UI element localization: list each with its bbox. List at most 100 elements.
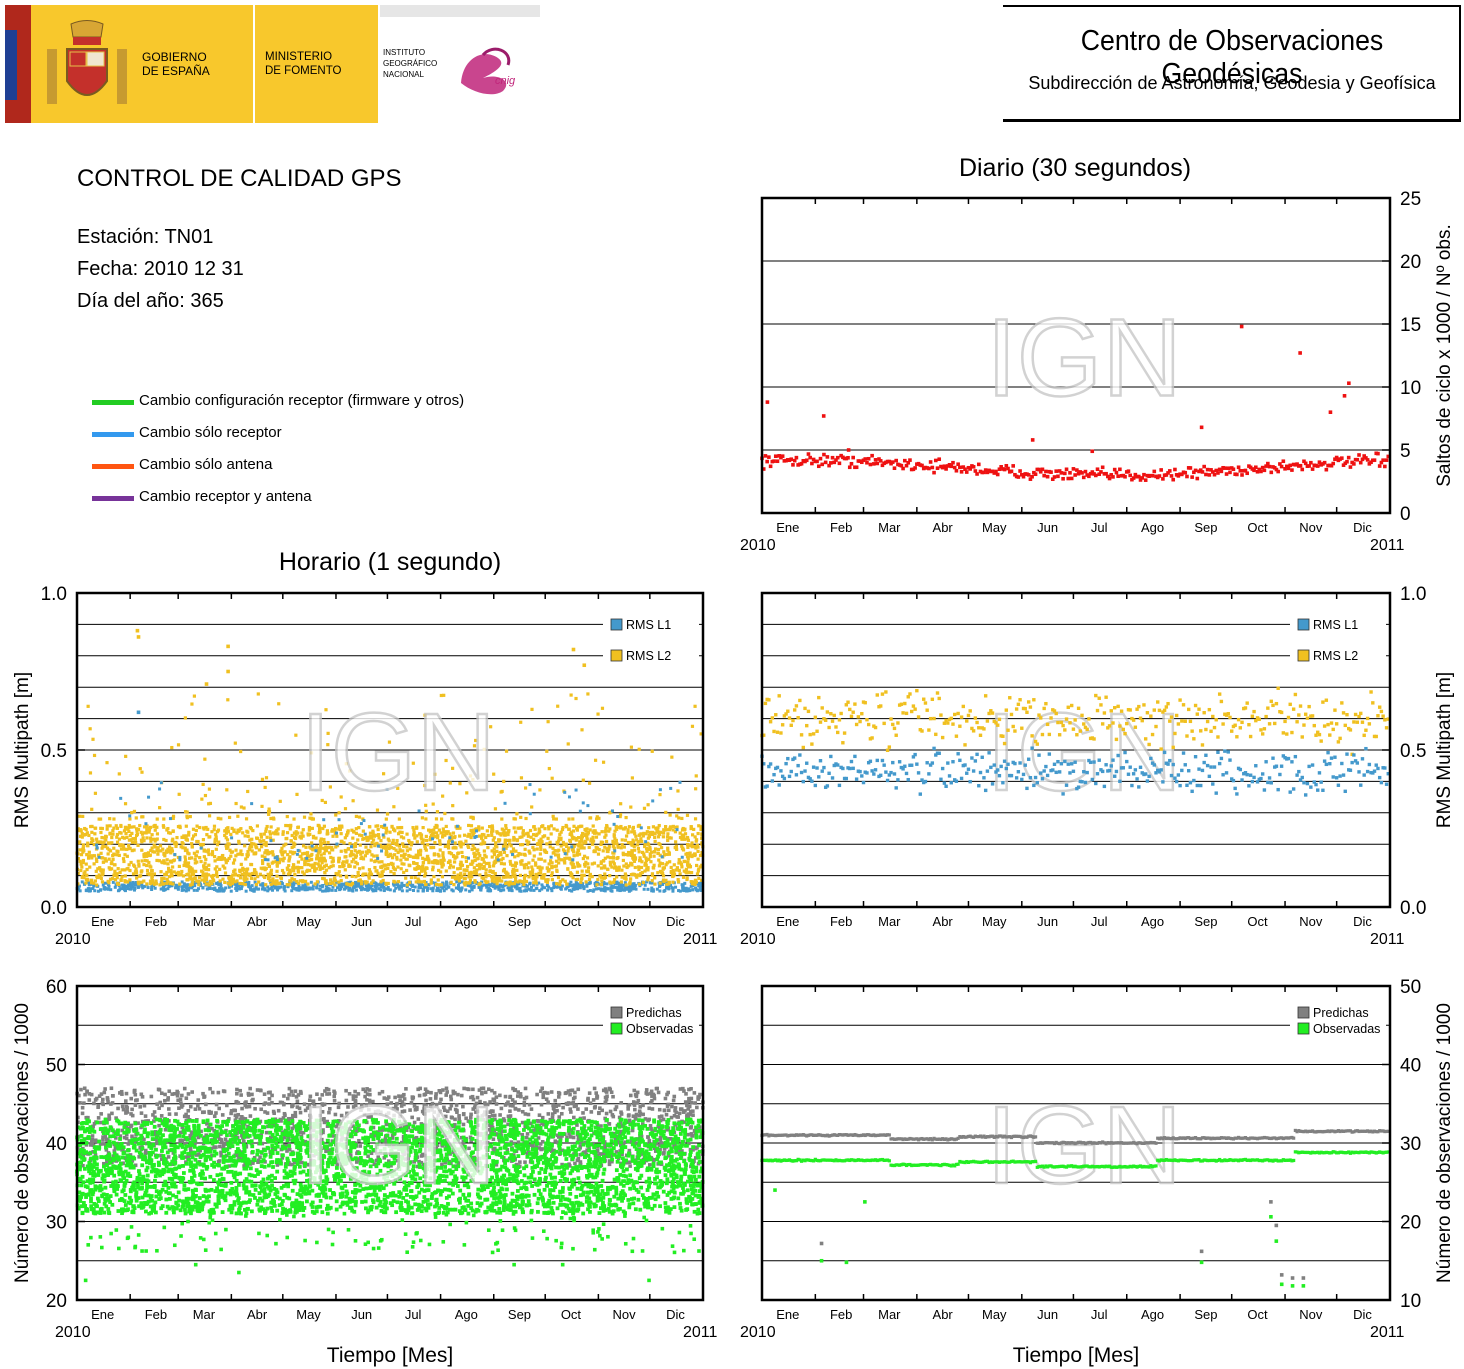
data-point: [1200, 768, 1205, 773]
data-point: [576, 836, 581, 840]
data-point: [628, 841, 633, 845]
legend-label: Cambio sólo antena: [139, 456, 273, 473]
data-point: [1212, 765, 1217, 769]
data-point: [149, 881, 153, 885]
data-point: [822, 452, 826, 457]
data-point: [688, 843, 692, 847]
data-point: [1381, 458, 1385, 462]
data-point: [1109, 473, 1114, 477]
data-point: [207, 863, 211, 867]
data-point: [129, 860, 133, 865]
data-point: [1226, 711, 1230, 716]
data-point: [996, 768, 1000, 772]
data-point: [233, 868, 237, 872]
data-point: [873, 458, 878, 462]
data-point: [548, 840, 552, 844]
data-point: [152, 843, 156, 847]
data-point: [1183, 719, 1187, 723]
data-point: [1192, 737, 1196, 741]
data-point: [572, 883, 576, 887]
data-point: [689, 825, 693, 829]
data-point: [364, 850, 369, 854]
data-point: [326, 743, 330, 747]
data-point: [1049, 470, 1053, 474]
data-point: [488, 889, 492, 893]
data-point: [268, 878, 272, 883]
data-point: [879, 773, 883, 778]
data-point: [639, 865, 644, 870]
data-point: [601, 760, 606, 764]
data-point: [484, 868, 488, 872]
data-point: [658, 861, 662, 865]
data-point: [139, 874, 143, 878]
data-point: [150, 833, 154, 837]
data-point: [288, 850, 292, 854]
data-point: [272, 817, 276, 821]
data-point: [423, 871, 428, 876]
data-point: [1104, 763, 1108, 767]
data-point: [185, 838, 190, 842]
data-point: [330, 828, 335, 832]
data-point: [438, 839, 442, 843]
data-point: [1211, 714, 1215, 719]
data-point: [238, 883, 242, 887]
data-point: [252, 871, 257, 875]
data-point: [381, 846, 386, 850]
data-point: [174, 844, 178, 849]
data-point: [282, 871, 286, 875]
data-point: [250, 841, 254, 845]
data-point: [522, 833, 526, 837]
data-point: [330, 845, 334, 850]
data-point: [971, 769, 976, 773]
data-point: [360, 850, 365, 854]
data-point: [1376, 451, 1380, 456]
data-point: [126, 887, 130, 891]
data-point: [672, 872, 677, 876]
legend-label: Cambio sólo receptor: [139, 424, 282, 441]
data-point: [541, 835, 545, 839]
data-point: [90, 830, 94, 834]
data-point: [455, 880, 459, 884]
data-point: [684, 886, 688, 890]
data-point: [492, 874, 496, 878]
data-point: [438, 889, 442, 893]
data-point: [511, 872, 515, 876]
data-point: [603, 886, 607, 890]
data-point: [586, 862, 590, 866]
month-label: Nov: [1299, 520, 1323, 535]
data-point: [177, 884, 181, 888]
data-point: [1288, 463, 1293, 468]
data-point: [275, 879, 279, 883]
data-point: [99, 830, 103, 835]
data-point: [820, 769, 824, 773]
data-point: [575, 851, 579, 855]
data-point: [821, 414, 826, 418]
data-point: [444, 880, 448, 884]
data-point: [927, 772, 931, 776]
data-point: [416, 853, 420, 857]
data-point: [399, 858, 403, 862]
data-point: [634, 834, 638, 838]
data-point: [88, 771, 93, 775]
month-label: Ene: [91, 914, 114, 929]
data-point: [516, 880, 520, 884]
data-point: [407, 840, 412, 844]
data-point: [1230, 777, 1234, 781]
data-point: [585, 827, 589, 831]
data-point: [585, 869, 589, 873]
data-point: [868, 759, 873, 763]
data-point: [80, 832, 84, 836]
data-point: [99, 851, 103, 855]
data-point: [699, 825, 703, 829]
data-point: [1291, 707, 1296, 711]
data-point: [212, 887, 216, 891]
data-point: [342, 841, 346, 845]
data-point: [571, 858, 575, 862]
report-title: CONTROL DE CALIDAD GPS: [77, 165, 402, 192]
data-point: [287, 864, 291, 868]
data-point: [219, 884, 223, 888]
data-point: [1185, 734, 1189, 738]
data-point: [287, 859, 291, 863]
data-point: [450, 888, 454, 892]
data-point: [635, 838, 639, 842]
